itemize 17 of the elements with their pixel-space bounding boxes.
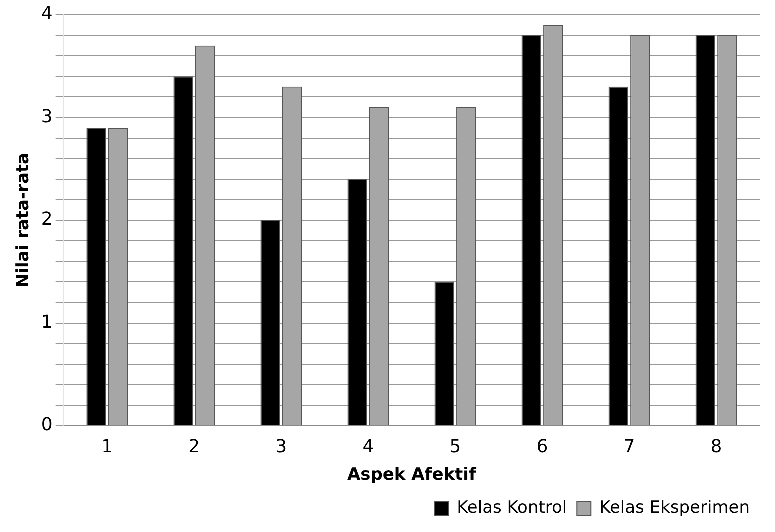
x-tick-label: 2 <box>188 436 200 458</box>
x-tick-label: 7 <box>624 436 636 458</box>
x-tick-label: 6 <box>536 436 548 458</box>
y-axis-title: Nilai rata-rata <box>14 152 34 288</box>
x-tick-label: 5 <box>450 436 462 458</box>
legend-label: Kelas Kontrol <box>457 498 568 518</box>
y-tick-label: 3 <box>41 106 53 128</box>
x-tick-label: 1 <box>102 436 114 458</box>
y-tick-label: 0 <box>41 414 53 436</box>
x-tick-label: 8 <box>710 436 722 458</box>
y-tick-label: 1 <box>41 312 53 333</box>
x-tick-label: 3 <box>276 436 288 458</box>
y-tick-label: 2 <box>41 209 53 230</box>
x-axis-title: Aspek Afektif <box>347 465 477 486</box>
y-tick-label: 4 <box>41 4 53 25</box>
legend-label: Kelas Eksperimen <box>600 498 750 518</box>
x-tick-label: 4 <box>362 436 374 458</box>
